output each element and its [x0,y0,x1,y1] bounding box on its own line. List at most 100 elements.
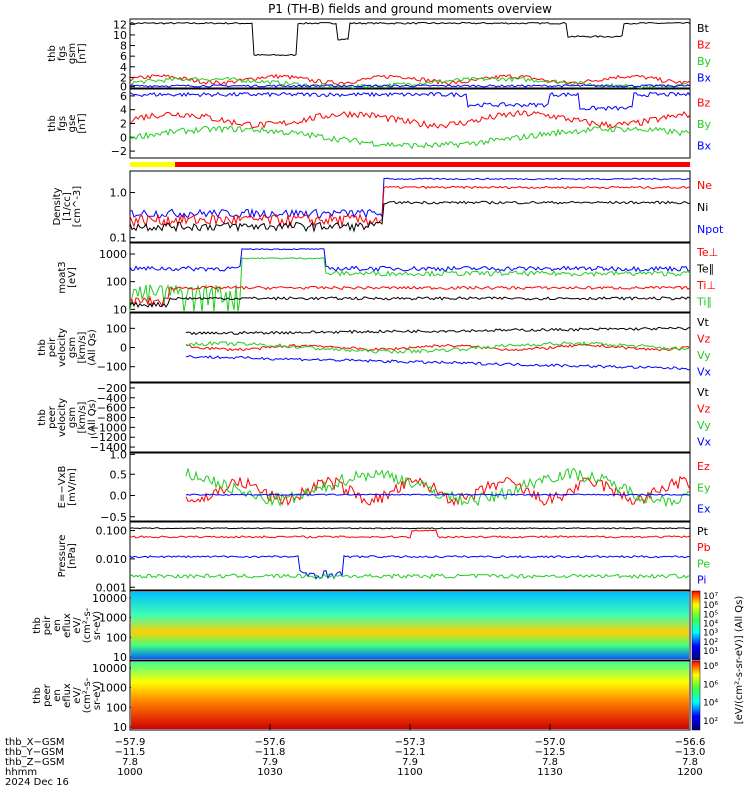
ylabel-line: [1/cc] [62,192,73,221]
ylabel-line: eflux [62,683,73,708]
ytick-label: 1000 [99,612,127,625]
ytick-label: 100 [106,322,127,335]
xaxis-value: −56.6 [675,737,706,748]
xaxis-value: 1000 [117,767,142,778]
ytick-label: 6 [120,90,127,103]
ytick-label: 6 [120,50,127,63]
xaxis-value: 1030 [257,767,282,778]
series-efield-0 [185,475,691,507]
colorbar-tick: 10⁶ [703,601,718,611]
legend-Vz: Vz [697,403,711,416]
xaxis-value: −13.0 [675,747,706,758]
xaxis-value: 7.8 [682,757,698,768]
ylabel-fgs: thb fgs gsm [nT] [47,43,88,64]
legend-By: By [697,55,712,68]
legend-Vy: Vy [697,419,711,432]
series-pressure-0 [129,527,691,530]
ylabel-pressure: Pressure [nPa] [57,535,78,578]
ylabel-line: [eV] [67,267,78,288]
colorbar-tick: 10⁶ [703,680,718,690]
ytick-label: 100 [106,631,127,644]
legend-Npot: Npot [697,223,724,236]
colorbar-tick: 10² [703,717,718,727]
ylabel-line: [nT] [77,113,88,133]
ytick-label: 10 [113,303,127,316]
xaxis-value: 7.8 [122,757,138,768]
spectrogram-ele_spec [131,662,689,729]
series-fgs-0 [129,21,691,57]
ylabel-line: [km/s] [77,331,88,363]
legend-Vy: Vy [697,349,711,362]
xaxis-value: 1200 [677,767,702,778]
legend-Vt: Vt [697,316,710,329]
plot-title: P1 (TH-B) fields and ground moments over… [268,2,552,16]
ylabel-line: (All Qs) [87,329,98,366]
xaxis-value: 7.9 [402,757,418,768]
ylabel-line: [cm^-3] [72,186,83,227]
xaxis-value: −11.8 [255,747,286,758]
legend-Bx: Bx [697,139,712,152]
ylabel-line: [nT] [77,43,88,63]
ylabel-line: [km/s] [77,401,88,433]
ytick-label: 0 [120,81,127,94]
series-density-0 [129,177,691,219]
ylabel-ele_spec: thb peer en eflux eV/(cm²-s-sr-eV) [32,677,103,713]
ylabel-line: en [52,619,63,632]
ylabel-line: velocity [57,398,68,437]
colorbar-label: [eV/(cm²-s-sr-eV)] (All Qs) [734,596,745,725]
ytick-label: 0.0 [110,490,128,503]
ylabel-line: peer [47,405,58,429]
legend-Ez: Ez [697,460,710,473]
panel-frame-density [129,170,691,243]
ytick-label: −0.5 [100,511,127,524]
legend-Ni: Ni [697,201,708,214]
legend-Vt: Vt [697,386,710,399]
ytick-label: 10000 [92,592,127,605]
ytick-label: −400 [97,392,127,405]
ytick-label: 1.0 [110,448,128,461]
series-pressure-2 [129,554,691,580]
ylabel-line: thb [32,687,43,704]
series-temp-0 [129,248,691,273]
ylabel-line: thb [37,409,48,426]
colorbar-tick: 10⁸ [703,662,718,672]
ytick-label: −100 [97,361,127,374]
legend-By: By [697,118,712,131]
ylabel-line: eV/ [72,687,83,704]
legend-Vz: Vz [697,333,711,346]
x-axis-labels: thb_X−GSM −57.9 −57.6 −57.3 −57.0 −56.6 thb_Y−… [5,724,705,788]
xaxis-value: −12.1 [395,747,426,758]
ylabel-ion_spec: thb peir en eflux eV/(cm²-s-sr-eV) [32,607,103,643]
ytick-label: −800 [97,412,127,425]
ytick-label: 4 [120,61,127,74]
legend-Bz: Bz [697,96,711,109]
xaxis-row-label: thb_Y−GSM [5,747,64,758]
ylabel-line: thb [47,45,58,62]
xaxis-value: −57.0 [535,737,566,748]
mode-bar-slow [130,162,175,167]
series-efield-2 [185,493,691,496]
ytick-label: −2 [111,145,127,158]
xaxis-value: −57.9 [115,737,146,748]
ylabel-temp: moat3 [eV] [57,261,78,293]
ylabel-line: eflux [62,613,73,638]
xaxis-date: 2024 Dec 16 [5,777,69,788]
series-fgs-3 [129,84,691,88]
ytick-label: 10 [113,29,127,42]
ytick-label: 0.5 [110,468,128,481]
spectrogram-ion_spec [131,592,689,659]
series-fgs-2 [129,76,691,89]
ytick-label: 100 [106,276,127,289]
ytick-label: 2 [120,71,127,84]
xaxis-value: 1100 [397,767,422,778]
ylabel-line: thb [47,115,58,132]
colorbar-tick: 10⁷ [703,592,718,602]
mode-bar-fast [175,162,690,167]
xaxis-value: 1130 [537,767,562,778]
ytick-label: 1.0 [110,187,128,200]
panel-frame-ion_spec [129,590,691,661]
series-pressure-1 [129,529,691,539]
legend-Vx: Vx [697,435,712,448]
ylabel-line: Pressure [57,535,68,578]
